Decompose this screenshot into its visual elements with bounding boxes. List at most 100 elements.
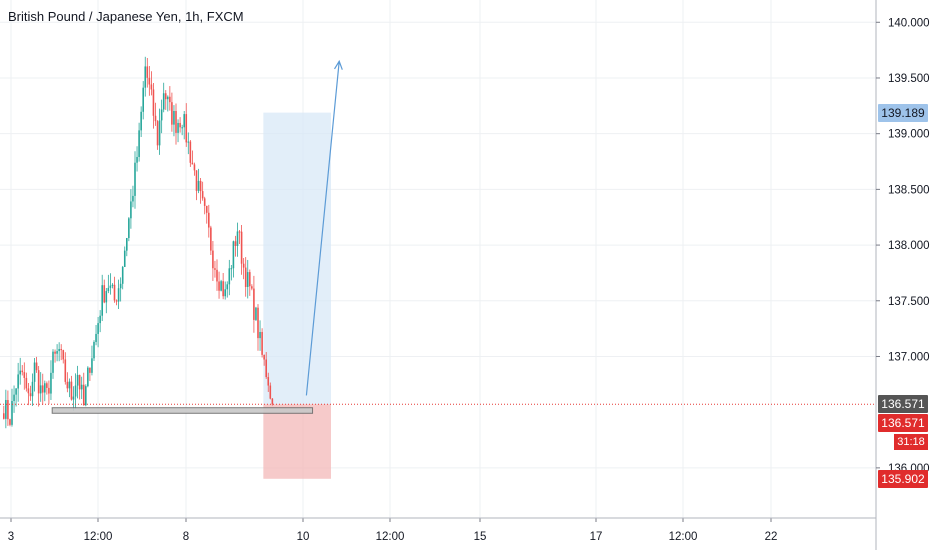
candle-body (191, 162, 194, 165)
candle-body (35, 362, 38, 371)
candle-body (117, 288, 120, 302)
price-tick-label: 137.500 (888, 296, 930, 308)
candle-body (140, 111, 142, 131)
symbol-title: British Pound / Japanese Yen, 1h, FXCM (8, 9, 244, 24)
current-price-tag: 136.571 (878, 414, 928, 433)
candle-body (212, 250, 214, 269)
candle-body (134, 162, 136, 196)
projection-arrow-line (305, 61, 340, 396)
candle-body (173, 111, 175, 125)
candle-body (199, 180, 202, 192)
price-tick-label: 138.500 (888, 184, 930, 196)
candle-body (130, 201, 132, 219)
candle-body (70, 381, 73, 400)
candle-body (167, 96, 169, 100)
candle-body (21, 370, 24, 373)
candle-body (171, 102, 173, 125)
candle-body (244, 267, 247, 287)
candle-body (203, 198, 206, 206)
candle-body (68, 381, 71, 389)
candle-body (242, 263, 245, 268)
candle-body (121, 266, 124, 284)
candle-body (238, 231, 241, 233)
candle-body (249, 272, 251, 287)
candle-body (224, 289, 226, 297)
candle-body (48, 387, 50, 394)
candle-body (25, 377, 28, 389)
candle-body (37, 370, 40, 394)
candle-body (222, 281, 224, 297)
price-tick-label: 139.500 (888, 73, 930, 85)
candles (3, 56, 274, 429)
candle-body (97, 323, 99, 334)
target-zone (263, 112, 331, 405)
candle-body (265, 359, 267, 378)
candle-body (74, 385, 77, 397)
candle-body (19, 370, 21, 375)
candle-body (93, 341, 95, 359)
candle-body (87, 367, 89, 387)
candle-body (126, 238, 128, 251)
candle-body (156, 121, 159, 146)
candle-body (177, 122, 179, 133)
candle-body (232, 241, 235, 269)
price-tick-label: 138.000 (888, 240, 930, 252)
candle-body (56, 351, 58, 354)
candle-body (31, 381, 34, 397)
candle-body (259, 331, 261, 339)
stop-price-tag: 135.902 (878, 469, 928, 488)
candle-body (193, 164, 196, 171)
time-tick-label: 22 (765, 531, 778, 543)
candle-body (128, 218, 130, 239)
candle-body (214, 268, 216, 270)
candle-body (148, 77, 151, 85)
price-tick-label: 137.000 (888, 351, 930, 363)
candle-body (23, 372, 26, 378)
time-tick-label: 3 (8, 531, 14, 543)
candle-body (271, 398, 274, 405)
time-tick-label: 15 (474, 531, 487, 543)
candle-body (162, 93, 165, 110)
candle-body (52, 351, 54, 373)
candle-body (3, 413, 5, 419)
candle-body (226, 284, 229, 290)
candle-body (54, 351, 56, 354)
candle-body (146, 66, 149, 78)
candle-body (85, 386, 87, 406)
candle-body (66, 381, 69, 389)
candle-body (11, 400, 13, 425)
candle-body (158, 120, 161, 146)
candle-body (113, 284, 116, 301)
candle-body (267, 377, 270, 386)
candle-body (169, 96, 171, 103)
candle-body (164, 93, 167, 100)
candle-body (175, 111, 177, 133)
candle-body (210, 227, 212, 251)
candle-body (201, 191, 204, 199)
bar-countdown: 31:18 (894, 434, 928, 451)
candle-body (115, 300, 118, 302)
candle-body (29, 393, 32, 397)
candle-body (150, 84, 153, 90)
candle-body (13, 394, 15, 401)
candle-body (181, 127, 183, 129)
candle-body (136, 156, 138, 163)
candle-body (142, 87, 144, 112)
target-price-tag: 139.189 (878, 103, 928, 122)
candle-body (257, 307, 259, 339)
candle-body (78, 374, 81, 390)
candle-body (195, 170, 198, 191)
candle-body (234, 241, 237, 246)
price-tick-label: 140.000 (888, 17, 930, 29)
candle-body (103, 285, 106, 303)
price-tick-label: 139.000 (888, 129, 930, 141)
candle-body (109, 285, 112, 288)
candle-body (62, 350, 65, 360)
stop-zone (263, 404, 331, 479)
position-zones (263, 112, 331, 479)
candle-body (144, 66, 147, 88)
candle-body (91, 358, 93, 373)
